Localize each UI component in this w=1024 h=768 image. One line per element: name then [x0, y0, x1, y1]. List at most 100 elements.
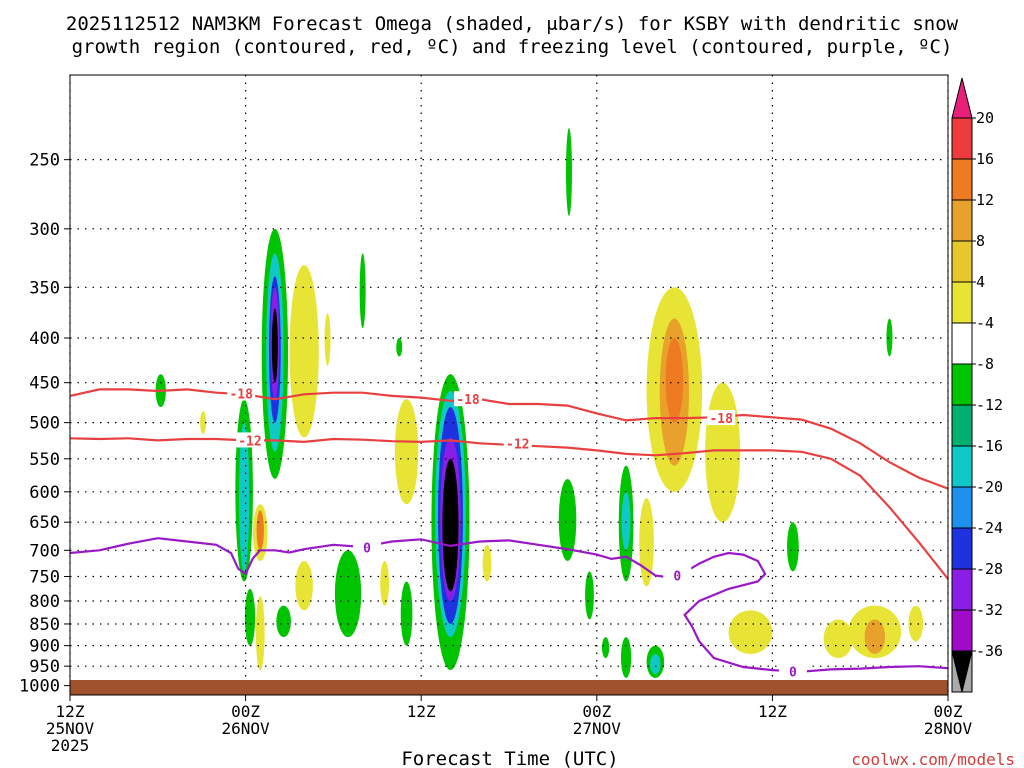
colorbar-swatch — [951, 568, 973, 611]
y-tick-label: 1000 — [19, 677, 60, 697]
omega-shade-region — [565, 128, 572, 216]
colorbar-label: 8 — [976, 232, 985, 250]
omega-shade-region — [558, 478, 577, 561]
y-tick-label: 300 — [29, 220, 60, 240]
colorbar-swatch — [951, 240, 973, 283]
omega-shade-region — [908, 605, 924, 642]
contour-label-bg — [778, 663, 807, 679]
omega-shade-region — [380, 560, 390, 606]
omega-shade-region — [276, 605, 291, 638]
contour-line-minus18 — [69, 388, 949, 490]
omega-shade-region — [324, 313, 331, 366]
omega-shade-region — [585, 571, 594, 620]
chart-title-line1: 2025112512 NAM3KM Forecast Omega (shaded… — [66, 13, 959, 35]
colorbar-swatch — [951, 199, 973, 242]
omega-shade-region — [295, 560, 313, 611]
colorbar-label: -20 — [976, 478, 1003, 496]
colorbar-swatch — [951, 158, 973, 201]
x-axis-label: Forecast Time (UTC) — [401, 748, 618, 768]
x-tick-label: 12Z — [407, 702, 436, 721]
colorbar-label: -16 — [976, 437, 1003, 455]
chart-title-line2: growth region (contoured, red, ºC) and f… — [72, 36, 953, 58]
y-tick-label: 850 — [29, 615, 60, 635]
omega-shade-region — [639, 498, 654, 587]
y-tick-label: 900 — [29, 637, 60, 657]
y-tick-label: 350 — [29, 278, 60, 298]
colorbar-swatch — [951, 363, 973, 406]
omega-shade-region — [396, 337, 403, 357]
omega-shade-region — [864, 619, 886, 654]
temperature-contours: -18 -18 -18 -12 -12 0 0 0 — [69, 385, 949, 681]
x-tick-label: 12Z — [758, 702, 787, 721]
omega-shade-region — [823, 619, 853, 659]
x-tick-label: 25NOV — [46, 719, 95, 738]
contour-label: -18 — [709, 412, 733, 427]
x-tick-label: 26NOV — [222, 719, 271, 738]
x-tick-label: 28NOV — [924, 719, 973, 738]
omega-shade-region — [728, 610, 773, 654]
contour-label: 0 — [673, 569, 681, 584]
omega-shade-region — [394, 399, 419, 505]
contour-label-bg — [235, 432, 264, 448]
x-tick-label: 00Z — [582, 702, 611, 721]
contour-label-bg — [503, 435, 532, 451]
colorbar-swatch — [951, 609, 973, 652]
omega-shade-region — [705, 382, 741, 523]
y-tick-label: 750 — [29, 567, 60, 587]
y-tick-label: 650 — [29, 513, 60, 533]
colorbar-swatch — [951, 281, 973, 324]
credit-text: coolwx.com/models — [851, 750, 1015, 768]
colorbar-swatch — [951, 486, 973, 529]
omega-shade-region — [650, 653, 661, 675]
contour-label: -18 — [229, 387, 253, 402]
x-tick-label: 27NOV — [573, 719, 622, 738]
colorbar-swatch — [951, 527, 973, 570]
contour-label-bg — [663, 567, 692, 583]
omega-shade-region — [620, 637, 632, 678]
colorbar-label: -8 — [976, 355, 994, 373]
colorbar-label: -4 — [976, 314, 994, 332]
omega-shade-region — [482, 544, 492, 582]
colorbar-label: 4 — [976, 273, 985, 291]
omega-shade-region — [601, 637, 610, 659]
omega-shade-region — [359, 253, 366, 329]
x-tick-label: 00Z — [231, 702, 260, 721]
colorbar-label: 16 — [976, 150, 994, 168]
colorbar-swatch — [951, 445, 973, 488]
colorbar-top-arrow — [951, 77, 973, 119]
omega-shade-region — [239, 422, 250, 572]
contour-line-0 — [69, 537, 949, 673]
y-tick-label: 600 — [29, 483, 60, 503]
y-tick-label: 950 — [29, 657, 60, 677]
y-tick-label: 800 — [29, 592, 60, 612]
y-tick-label: 450 — [29, 374, 60, 394]
contour-label-bg — [227, 385, 256, 401]
omega-shade-region — [255, 596, 265, 671]
colorbar-swatch — [951, 404, 973, 447]
y-tick-label: 250 — [29, 151, 60, 171]
contour-label-bg — [454, 391, 483, 407]
colorbar-swatch — [951, 322, 973, 365]
omega-shade-region — [244, 588, 256, 646]
x-tick-label: 12Z — [56, 702, 85, 721]
x-tick-label: 2025 — [51, 736, 90, 755]
x-tick-label: 00Z — [934, 702, 963, 721]
omega-shade-region — [621, 491, 631, 551]
y-axis-ticks: 2503003504004505005506006507007508008509… — [19, 151, 70, 697]
omega-shade-region — [256, 510, 264, 551]
colorbar-label: -36 — [976, 642, 1003, 660]
contour-label: -12 — [506, 437, 529, 452]
omega-shade-region — [271, 308, 278, 383]
terrain-ground — [70, 680, 948, 695]
y-tick-label: 500 — [29, 414, 60, 434]
colorbar-swatch — [951, 117, 973, 160]
omega-shade-region — [787, 522, 799, 572]
plot-frame — [69, 74, 949, 696]
contour-label-bg — [707, 410, 736, 426]
contour-label-bg — [353, 539, 382, 555]
contour-label: 0 — [789, 666, 797, 681]
colorbar-label: 20 — [976, 109, 994, 127]
omega-shade-region — [334, 550, 362, 638]
omega-shade-region — [442, 458, 459, 592]
contour-label: -18 — [456, 393, 480, 408]
